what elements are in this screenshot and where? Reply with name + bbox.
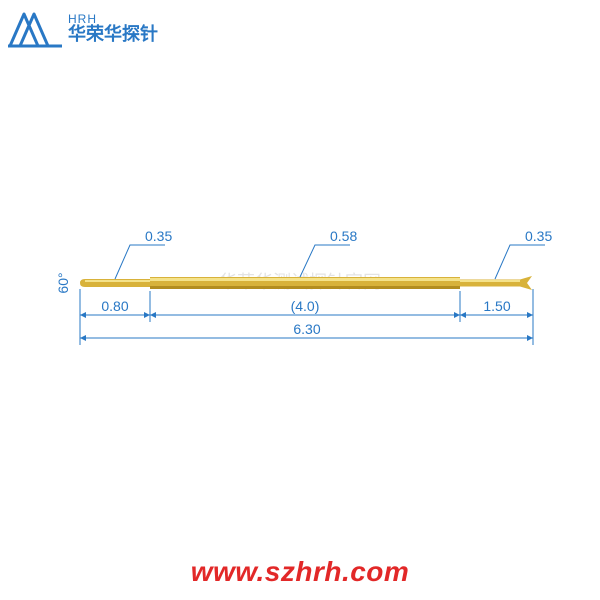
dim-4-0-text: (4.0): [291, 298, 320, 314]
dim-angle-60-text: 60°: [55, 272, 71, 293]
dim-dia-left-text: 0.35: [145, 228, 172, 244]
dim-dia-left: 0.35: [115, 228, 172, 279]
dim-dia-right: 0.35: [495, 228, 552, 279]
page-root: HRH 华荣华探针 华荣华测试探针官网 60°: [0, 0, 600, 600]
pin-drawing: 华荣华测试探针官网 60°: [0, 0, 600, 600]
dim-6-30-text: 6.30: [293, 321, 320, 337]
dim-dia-right-text: 0.35: [525, 228, 552, 244]
dim-row1: 0.80 (4.0) 1.50: [80, 298, 533, 315]
dim-row2: 6.30: [80, 321, 533, 338]
pin-shape: [80, 276, 532, 290]
dim-angle-60: 60°: [55, 272, 71, 293]
dim-dia-body-text: 0.58: [330, 228, 357, 244]
dim-0-80-text: 0.80: [101, 298, 128, 314]
dim-dia-body: 0.58: [300, 228, 357, 277]
website-url: www.szhrh.com: [0, 556, 600, 588]
dim-1-50-text: 1.50: [483, 298, 510, 314]
